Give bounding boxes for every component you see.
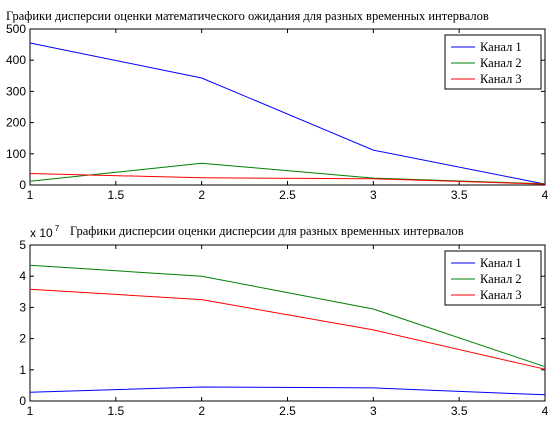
chart2-legend-label-3: Канал 3 bbox=[480, 288, 522, 302]
chart2-y-tick-label: 3 bbox=[19, 300, 26, 314]
chart2-y-tick-label: 2 bbox=[19, 332, 26, 346]
chart2-legend-box bbox=[444, 250, 542, 306]
chart1-series-line-1 bbox=[29, 42, 546, 185]
chart1-legend-label-2: Канал 2 bbox=[480, 56, 522, 70]
chart2-series-line-2 bbox=[29, 264, 546, 368]
chart2-x-tick-label: 4 bbox=[542, 404, 549, 418]
chart1-x-tick-label: 3.5 bbox=[451, 188, 468, 202]
chart1-x-tick-label: 1 bbox=[27, 188, 34, 202]
chart1-x-tick-label: 2.5 bbox=[279, 188, 296, 202]
chart1-legend-label-3: Канал 3 bbox=[480, 72, 522, 86]
chart2-y-tick-label: 0 bbox=[19, 394, 26, 408]
chart2-legend-label-2: Канал 2 bbox=[480, 272, 522, 286]
chart1-y-tick-label: 0 bbox=[19, 178, 26, 192]
chart1-legend-label-1: Канал 1 bbox=[480, 40, 522, 54]
chart1-y-tick-label: 400 bbox=[6, 53, 26, 67]
chart1-legend-box bbox=[444, 34, 542, 90]
chart2-y-tick-label: 1 bbox=[19, 363, 26, 377]
chart1-y-tick-label: 300 bbox=[6, 84, 26, 98]
chart1-x-tick-label: 1.5 bbox=[107, 188, 124, 202]
chart2-series-line-1 bbox=[29, 386, 546, 396]
chart2-x-tick-label: 3 bbox=[370, 404, 377, 418]
chart2-x-tick-label: 2 bbox=[198, 404, 205, 418]
chart1-x-tick-label: 4 bbox=[542, 188, 549, 202]
chart2-y-exponent: x 10 7 bbox=[30, 224, 60, 240]
chart1-y-tick-label: 100 bbox=[6, 147, 26, 161]
chart2-legend-label-1: Канал 1 bbox=[480, 256, 522, 270]
chart2-x-tick-label: 1 bbox=[27, 404, 34, 418]
chart2-x-tick-label: 3.5 bbox=[451, 404, 468, 418]
chart2-y-tick-label: 5 bbox=[19, 238, 26, 252]
chart2-x-tick-label: 2.5 bbox=[279, 404, 296, 418]
chart2-series-line-3 bbox=[29, 288, 546, 370]
chart1-y-tick-label: 500 bbox=[6, 22, 26, 36]
chart1-x-tick-label: 3 bbox=[370, 188, 377, 202]
chart1-y-tick-label: 200 bbox=[6, 116, 26, 130]
chart2-y-tick-label: 4 bbox=[19, 269, 26, 283]
chart2-title: Графики дисперсии оценки дисперсии для р… bbox=[70, 224, 464, 238]
chart2-x-tick-label: 1.5 bbox=[107, 404, 124, 418]
chart1-x-tick-label: 2 bbox=[198, 188, 205, 202]
chart1-title: Графики дисперсии оценки математического… bbox=[6, 9, 489, 23]
chart1-series-line-3 bbox=[29, 173, 546, 185]
